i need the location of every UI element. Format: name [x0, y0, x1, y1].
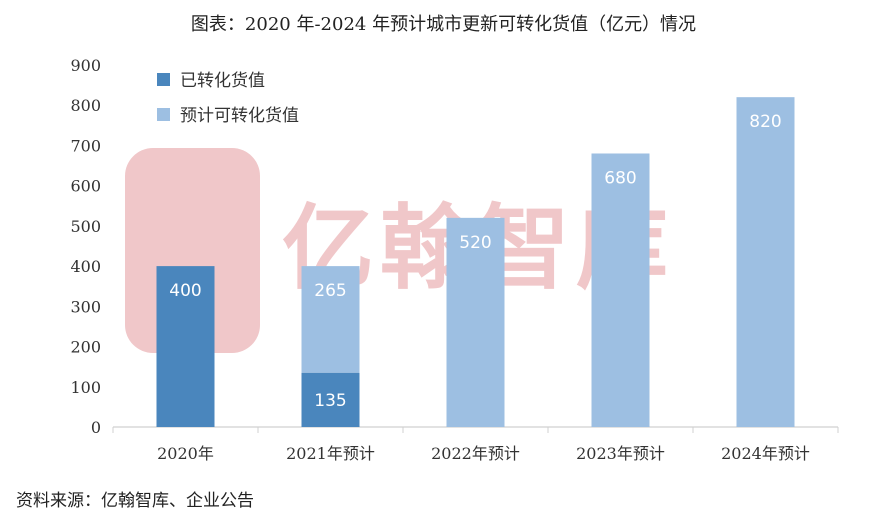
data-label: 135	[314, 391, 346, 411]
data-label: 265	[314, 281, 346, 301]
y-tick-label: 300	[70, 297, 101, 316]
bar	[736, 97, 795, 427]
bars-layer	[156, 97, 795, 427]
legend-label: 预计可转化货值	[180, 106, 299, 126]
y-tick-label: 500	[70, 217, 101, 236]
data-label: 680	[604, 168, 636, 188]
data-label: 520	[459, 233, 491, 253]
bar	[301, 372, 360, 427]
y-tick-label: 0	[91, 418, 101, 437]
labels-layer: 400 135 265 520 680 820	[169, 112, 781, 411]
bar	[301, 266, 360, 373]
y-tick-label: 900	[70, 56, 101, 75]
x-tick-label: 2021年预计	[286, 444, 375, 463]
y-tick-label: 400	[70, 257, 101, 276]
axis-layer: 0 100 200 300 400 500 600 700 800 900 2020年 2021年预计…	[70, 56, 839, 463]
y-tick-label: 200	[70, 338, 101, 357]
y-tick-label: 100	[70, 378, 101, 397]
legend-swatch	[157, 73, 170, 86]
chart-title: 图表：2020 年-2024 年预计城市更新可转化货值（亿元）情况	[190, 14, 697, 35]
y-tick-label: 800	[70, 96, 101, 115]
y-tick-label: 600	[70, 177, 101, 196]
x-tick-label: 2024年预计	[721, 444, 810, 463]
bar	[591, 153, 650, 427]
bar	[156, 266, 215, 427]
legend-swatch	[157, 108, 170, 121]
x-tick-label: 2022年预计	[431, 444, 520, 463]
data-label: 400	[169, 281, 201, 301]
x-tick-label: 2023年预计	[576, 444, 665, 463]
x-tick-label: 2020年	[157, 444, 214, 463]
source-note: 资料来源：亿翰智库、企业公告	[16, 491, 254, 511]
bar	[446, 217, 505, 427]
legend-label: 已转化货值	[180, 71, 265, 91]
y-tick-label: 700	[70, 136, 101, 155]
data-label: 820	[749, 112, 781, 132]
